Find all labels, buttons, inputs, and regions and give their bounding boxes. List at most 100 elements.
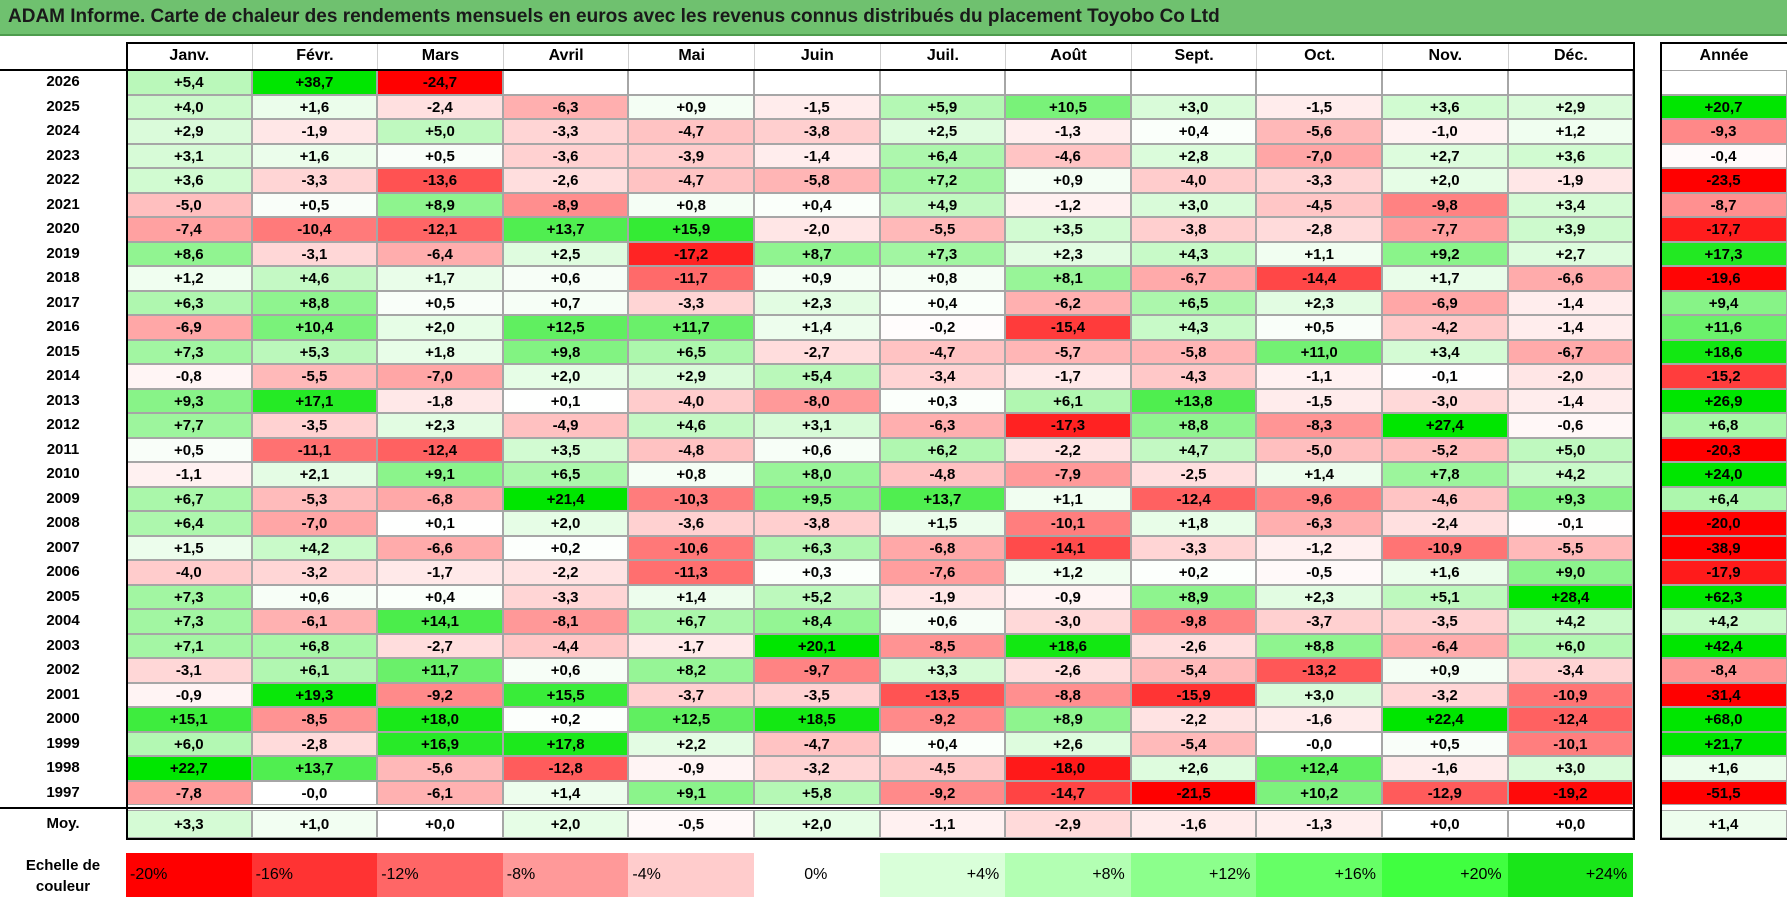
annual-cell: +42,4	[1660, 633, 1787, 658]
heatmap-cell: +3,5	[1005, 217, 1131, 242]
heatmap-cell: +1,4	[1256, 462, 1382, 487]
heatmap-cell: -10,4	[251, 217, 378, 242]
heatmap-cell: +1,8	[377, 339, 503, 364]
heatmap-cell: -3,7	[1256, 609, 1382, 634]
heatmap-cell: +1,1	[1256, 241, 1382, 266]
heatmap-cell: -17,3	[1005, 413, 1131, 438]
heatmap-cell: +11,0	[1256, 339, 1382, 364]
row-year-label: 1998	[46, 759, 80, 776]
heatmap-cell: -5,8	[754, 168, 880, 193]
heatmap-cell: +5,9	[879, 94, 1006, 119]
heatmap-cell: -3,1	[251, 241, 378, 266]
heatmap-cell: +2,0	[1382, 168, 1508, 193]
column-header: Déc.	[1507, 42, 1634, 70]
row-year-label: 2025	[46, 97, 80, 115]
title-bar: ADAM Informe. Carte de chaleur des rende…	[0, 0, 1787, 36]
heatmap-cell: -0,1	[1507, 511, 1634, 536]
heatmap-cell: +0,1	[502, 388, 629, 413]
annual-cell: -19,6	[1660, 266, 1787, 291]
heatmap-cell: +13,7	[251, 756, 378, 781]
heatmap-cell: -5,5	[879, 217, 1006, 242]
heatmap-cell: +4,2	[1507, 609, 1634, 634]
heatmap-cell: +1,4	[628, 584, 754, 609]
heatmap-cell: -8,0	[754, 388, 880, 413]
heatmap-cell: -5,0	[126, 192, 252, 217]
heatmap-cell: +13,7	[879, 486, 1006, 511]
heatmap-cell: -4,8	[879, 462, 1006, 487]
heatmap-cell: +6,5	[502, 462, 629, 487]
heatmap-cell: +5,1	[1382, 584, 1508, 609]
heatmap-cell: +2,0	[377, 315, 503, 340]
heatmap-cell: +3,0	[1130, 94, 1257, 119]
heatmap-cell: -0,6	[1507, 413, 1634, 438]
color-scale-swatch: +20%	[1382, 853, 1508, 897]
heatmap-cell: +8,4	[754, 609, 880, 634]
heatmap-cell: +2,3	[377, 413, 503, 438]
heatmap-cell: +1,7	[1382, 266, 1508, 291]
heatmap-cell: +6,5	[628, 339, 754, 364]
heatmap-cell: -8,9	[502, 192, 629, 217]
heatmap-cell: -5,8	[1130, 339, 1257, 364]
heatmap-cell: +0,3	[754, 560, 880, 585]
heatmap-cell: -14,4	[1256, 266, 1382, 291]
heatmap-cell: +8,8	[251, 290, 378, 315]
annual-cell: -38,9	[1660, 535, 1787, 560]
heatmap-cell: -1,4	[1507, 290, 1634, 315]
heatmap-cell: +3,4	[1382, 339, 1508, 364]
heatmap-cell: +15,1	[126, 707, 252, 732]
heatmap-cell: +4,9	[879, 192, 1006, 217]
heatmap-cell: +2,5	[502, 241, 629, 266]
annual-cell: -0,4	[1660, 143, 1787, 168]
heatmap-cell: +1,5	[879, 511, 1006, 536]
heatmap-cell: +8,9	[1130, 584, 1257, 609]
row-year-label: 2012	[46, 416, 80, 433]
heatmap-cell: +1,4	[502, 780, 629, 805]
heatmap-cell: +7,3	[126, 609, 252, 634]
heatmap-cell: -1,6	[1382, 756, 1508, 781]
heatmap-cell: -11,3	[628, 560, 754, 585]
heatmap-cell	[628, 70, 754, 95]
heatmap-cell: -13,6	[377, 168, 503, 193]
heatmap-cell: -9,2	[377, 682, 503, 707]
row-year-label: 2000	[46, 710, 80, 727]
heatmap-cell: -9,6	[1256, 486, 1382, 511]
column-header: Nov.	[1382, 42, 1508, 70]
annual-cell: -23,5	[1660, 168, 1787, 193]
heatmap-cell: +1,6	[1382, 560, 1508, 585]
row-year-label: 2003	[46, 636, 80, 654]
color-scale-swatch: +8%	[1005, 853, 1131, 897]
heatmap-cell: -3,8	[754, 511, 880, 536]
heatmap-cell: +0,4	[879, 731, 1006, 756]
average-divider	[0, 807, 1636, 809]
heatmap-cell: +2,7	[1382, 143, 1508, 168]
heatmap-cell: -7,6	[879, 560, 1006, 585]
heatmap-cell: -7,0	[377, 364, 503, 389]
heatmap-cell: +0,4	[879, 290, 1006, 315]
heatmap-cell: +0,7	[502, 290, 629, 315]
heatmap-cell	[1005, 70, 1131, 95]
heatmap-cell: -0,1	[1382, 364, 1508, 389]
heatmap-cell: +7,2	[879, 168, 1006, 193]
heatmap-cell: -10,1	[1507, 731, 1634, 756]
heatmap-cell: +0,8	[879, 266, 1006, 291]
heatmap-cell: +6,3	[126, 290, 252, 315]
row-year-label: 2023	[46, 146, 80, 164]
heatmap-cell: +0,2	[1130, 560, 1257, 585]
heatmap-cell: +0,5	[1382, 731, 1508, 756]
heatmap-cell: -1,0	[1382, 119, 1508, 144]
heatmap-cell: -3,7	[628, 682, 754, 707]
color-scale-swatch: -20%	[126, 853, 252, 897]
heatmap-cell: +5,0	[377, 119, 503, 144]
row-year-label: 2016	[46, 318, 80, 335]
heatmap-cell: -5,6	[377, 756, 503, 781]
annual-cell: +11,6	[1660, 315, 1787, 340]
heatmap-cell: -10,3	[628, 486, 754, 511]
heatmap-cell: -0,5	[1256, 560, 1382, 585]
heatmap-cell: -3,3	[628, 290, 754, 315]
heatmap-cell: +22,4	[1382, 707, 1508, 732]
heatmap-cell: -6,7	[1507, 339, 1634, 364]
heatmap-cell: -12,8	[502, 756, 629, 781]
annual-cell: +4,2	[1660, 609, 1787, 634]
average-cell: -2,9	[1005, 810, 1131, 838]
heatmap-cell: +2,3	[1005, 241, 1131, 266]
